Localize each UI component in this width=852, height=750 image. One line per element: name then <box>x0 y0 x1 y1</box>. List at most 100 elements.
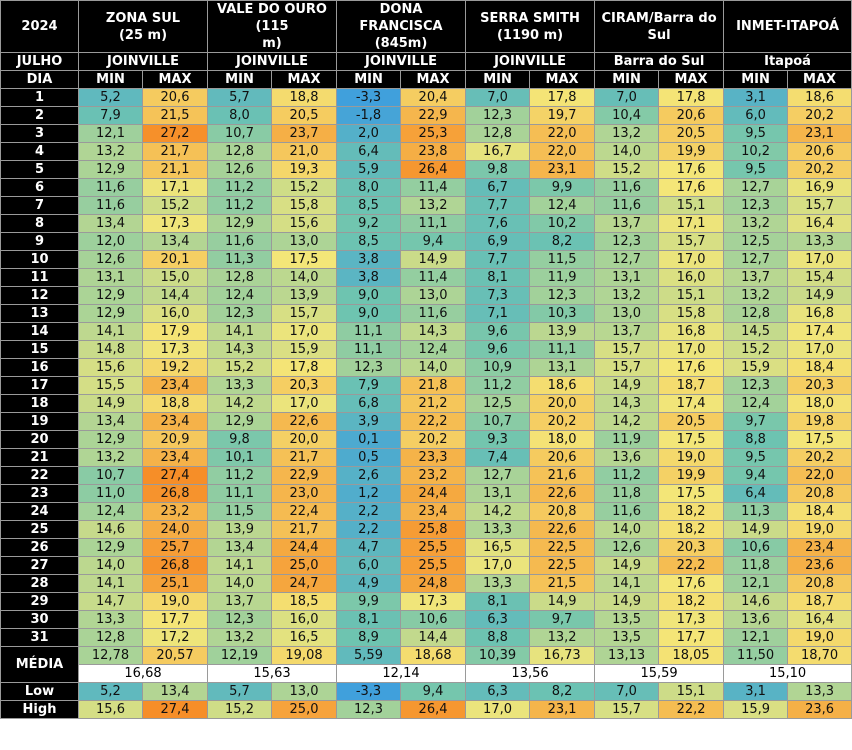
max-cell: 21,7 <box>270 448 338 467</box>
high-cell: 26,4 <box>400 700 467 719</box>
min-cell: 14,2 <box>594 412 660 431</box>
max-cell: 22,0 <box>529 142 596 161</box>
day-number: 4 <box>0 142 79 161</box>
min-cell: 7,9 <box>78 106 143 125</box>
max-cell: 18,6 <box>787 88 852 107</box>
table-row: 21 13,2 23,4 10,1 21,7 0,5 23,3 7,4 20,6 13,6 19,0… <box>0 448 852 467</box>
min-cell: 12,4 <box>207 286 272 305</box>
max-cell: 19,7 <box>529 106 596 125</box>
max-cell: 23,3 <box>400 448 467 467</box>
max-cell: 14,0 <box>270 268 338 287</box>
max-cell: 20,4 <box>400 88 467 107</box>
table-row: 10 12,6 20,1 11,3 17,5 3,8 14,9 7,7 11,5 12,7 17,0… <box>0 250 852 269</box>
min-cell: 13,3 <box>207 376 272 395</box>
min-cell: 14,8 <box>78 340 143 359</box>
max-cell: 19,0 <box>658 448 725 467</box>
max-cell: 26,8 <box>142 556 208 575</box>
min-cell: 15,7 <box>594 358 660 377</box>
min-cell: 8,9 <box>336 628 402 647</box>
day-header: DIA <box>0 70 79 89</box>
max-cell: 13,2 <box>400 196 467 215</box>
max-cell: 22,2 <box>658 556 725 575</box>
max-cell: 17,8 <box>270 358 338 377</box>
max-cell: 15,7 <box>270 304 338 323</box>
min-cell: 12,1 <box>78 124 143 143</box>
min-cell: 5,7 <box>207 88 272 107</box>
table-row: 16 15,6 19,2 15,2 17,8 12,3 14,0 10,9 13,1 15,7 17… <box>0 358 852 377</box>
max-cell: 22,6 <box>529 520 596 539</box>
max-cell: 15,7 <box>787 196 852 215</box>
max-cell: 24,8 <box>400 574 467 593</box>
min-cell: 9,0 <box>336 286 402 305</box>
max-cell: 21,6 <box>529 466 596 485</box>
max-cell: 21,1 <box>142 160 208 179</box>
max-cell: 16,0 <box>658 268 725 287</box>
min-cell: 7,3 <box>465 286 531 305</box>
min-cell: 4,7 <box>336 538 402 557</box>
media-max-cell: 16,73 <box>529 646 596 665</box>
max-cell: 14,9 <box>529 592 596 611</box>
min-cell: 11,2 <box>594 466 660 485</box>
max-cell: 17,5 <box>658 430 725 449</box>
media-overall-cell: 15,59 <box>594 664 725 683</box>
high-cell: 12,3 <box>336 700 402 719</box>
low-cell: 9,4 <box>400 682 467 701</box>
day-number: 21 <box>0 448 79 467</box>
max-cell: 25,1 <box>142 574 208 593</box>
min-cell: 12,7 <box>465 466 531 485</box>
day-number: 12 <box>0 286 79 305</box>
max-cell: 11,1 <box>400 214 467 233</box>
min-cell: 6,4 <box>723 484 789 503</box>
max-header: MAX <box>658 70 725 89</box>
min-cell: 13,4 <box>78 214 143 233</box>
max-cell: 16,4 <box>787 610 852 629</box>
max-cell: 11,1 <box>529 340 596 359</box>
min-cell: 12,9 <box>78 430 143 449</box>
max-header: MAX <box>787 70 852 89</box>
max-cell: 19,0 <box>787 520 852 539</box>
min-cell: 14,3 <box>207 340 272 359</box>
max-cell: 23,4 <box>787 538 852 557</box>
min-cell: 14,0 <box>594 142 660 161</box>
table-row: 20 12,9 20,9 9,8 20,0 0,1 20,2 9,3 18,0 11,9 17,5 8… <box>0 430 852 449</box>
day-number: 16 <box>0 358 79 377</box>
day-number: 13 <box>0 304 79 323</box>
min-cell: 16,5 <box>465 538 531 557</box>
max-cell: 17,6 <box>658 160 725 179</box>
max-cell: 19,9 <box>658 466 725 485</box>
min-cell: 1,2 <box>336 484 402 503</box>
table-row: 29 14,7 19,0 13,7 18,5 9,9 17,3 8,1 14,9 14,9 18,2… <box>0 592 852 611</box>
min-cell: 12,7 <box>594 250 660 269</box>
max-cell: 17,7 <box>142 610 208 629</box>
min-cell: 15,9 <box>723 358 789 377</box>
min-cell: 9,4 <box>723 466 789 485</box>
min-cell: 14,6 <box>78 520 143 539</box>
min-cell: 13,2 <box>78 142 143 161</box>
min-cell: 11,6 <box>594 502 660 521</box>
day-number: 18 <box>0 394 79 413</box>
table-row: 3 12,1 27,2 10,7 23,7 2,0 25,3 12,8 22,0 13,2 20,5… <box>0 124 852 143</box>
max-cell: 17,9 <box>142 322 208 341</box>
min-cell: 12,1 <box>723 628 789 647</box>
min-cell: 15,5 <box>78 376 143 395</box>
max-cell: 9,7 <box>529 610 596 629</box>
max-header: MAX <box>529 70 596 89</box>
min-cell: 11,1 <box>336 340 402 359</box>
media-min-cell: 5,59 <box>336 646 402 665</box>
max-cell: 15,0 <box>142 268 208 287</box>
min-cell: 11,6 <box>594 196 660 215</box>
max-cell: 22,0 <box>529 124 596 143</box>
min-cell: 10,7 <box>78 466 143 485</box>
media-min-cell: 13,13 <box>594 646 660 665</box>
min-cell: 10,6 <box>723 538 789 557</box>
max-cell: 21,2 <box>400 394 467 413</box>
max-cell: 8,2 <box>529 232 596 251</box>
max-cell: 23,2 <box>400 466 467 485</box>
max-cell: 11,6 <box>400 304 467 323</box>
max-cell: 22,0 <box>787 466 852 485</box>
min-cell: 14,9 <box>723 520 789 539</box>
min-cell: 8,0 <box>336 178 402 197</box>
max-cell: 14,4 <box>400 628 467 647</box>
media-max-cell: 18,70 <box>787 646 852 665</box>
city-label: JOINVILLE <box>336 52 467 71</box>
